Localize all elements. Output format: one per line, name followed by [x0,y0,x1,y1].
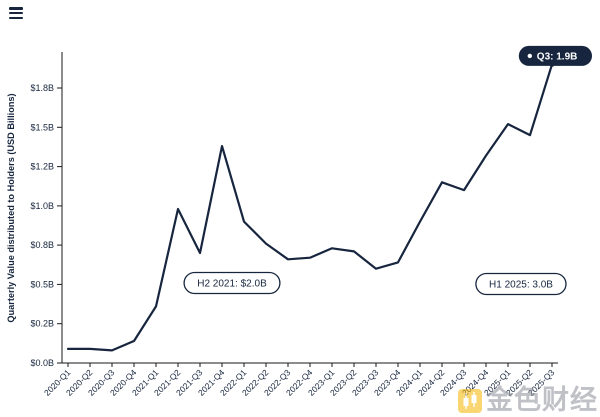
menu-bar [9,7,23,10]
data-line [66,63,554,352]
svg-text:$0.5B: $0.5B [30,279,54,289]
svg-text:$1.8B: $1.8B [30,83,54,93]
svg-text:H2 2021: $2.0B: H2 2021: $2.0B [197,279,267,290]
annotation-callout: H1 2025: 3.0B [475,272,567,296]
annotation-callout: H2 2021: $2.0B [183,271,281,295]
svg-text:$1.0B: $1.0B [30,201,54,211]
y-axis-labels: $0.0B $0.2B $0.5B $0.8B $1.0B $1.2B $1.5B $1.8B [30,83,54,368]
svg-text:$0.2B: $0.2B [30,319,54,329]
x-axis-labels: 2020-Q12020-Q22020-Q32020-Q42021-Q12021-… [42,367,557,398]
y-axis-title: Quarterly Value distributed to Holders (… [6,93,16,322]
svg-text:$1.2B: $1.2B [30,162,54,172]
svg-text:$0.8B: $0.8B [30,240,54,250]
menu-bar [9,11,23,15]
menu-icon[interactable] [9,7,23,19]
svg-text:$1.5B: $1.5B [30,122,54,132]
svg-text:H1 2025: 3.0B: H1 2025: 3.0B [489,280,553,291]
svg-text:Q3: 1.9B: Q3: 1.9B [537,52,578,63]
menu-bar [9,16,23,19]
end-value-badge: Q3: 1.9B [518,45,592,66]
svg-text:$0.0B: $0.0B [30,358,54,368]
y-axis [57,52,63,364]
x-axis [62,362,558,367]
